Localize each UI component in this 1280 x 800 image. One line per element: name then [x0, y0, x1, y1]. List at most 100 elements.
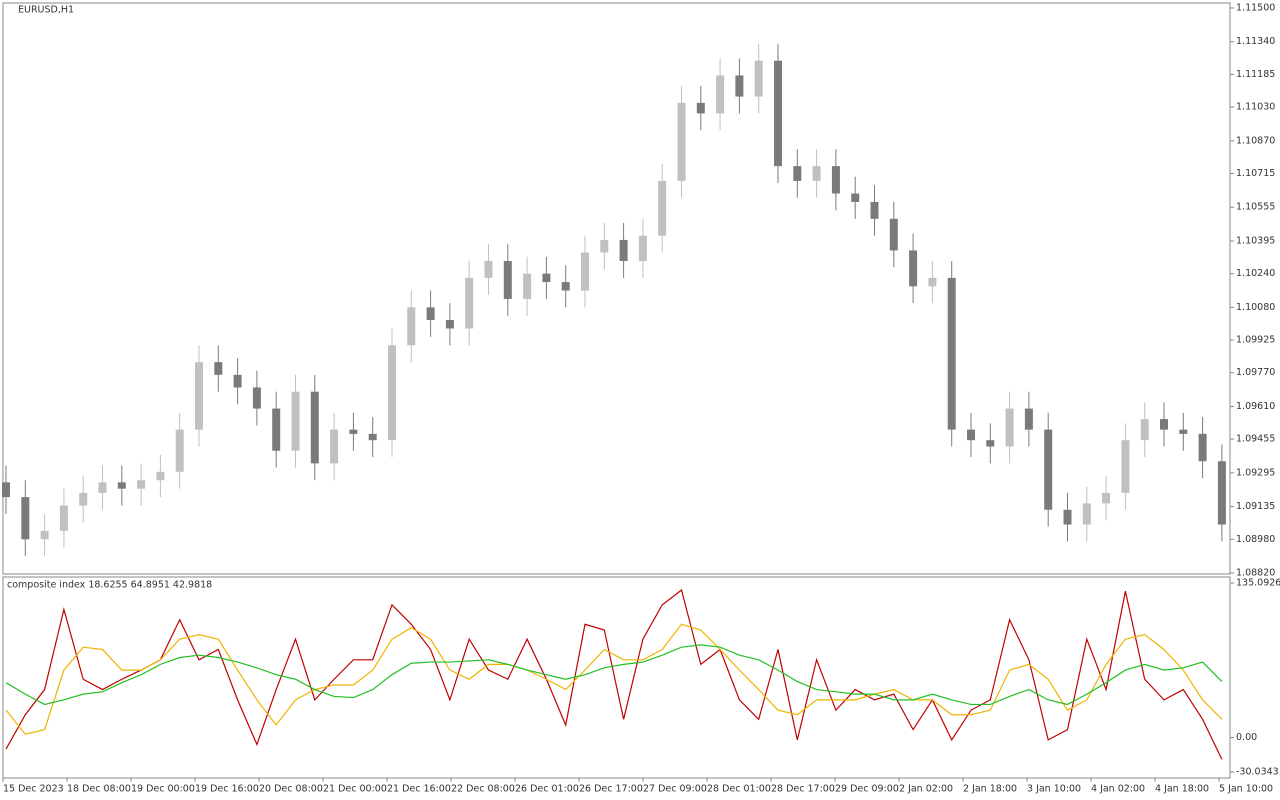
indicator-line: [5, 644, 1223, 706]
candle-body: [368, 433, 377, 441]
y-tick-label: 1.10240: [1236, 268, 1275, 279]
y-tick-label: 135.0926: [1236, 578, 1280, 589]
candle-body: [986, 440, 995, 447]
candle-body: [619, 239, 628, 261]
y-tick-label: 1.11340: [1236, 36, 1275, 47]
x-tick-label: 20 Dec 08:00: [259, 784, 323, 795]
candle-body: [677, 102, 686, 181]
candle-body: [658, 180, 667, 236]
candle-body: [909, 250, 918, 287]
candle-body: [581, 252, 589, 291]
indicator-pane: [2, 576, 1231, 779]
candle-body: [272, 408, 281, 451]
candle-body: [310, 391, 319, 464]
candle-body: [870, 201, 879, 219]
y-tick-label: 1.09770: [1236, 367, 1275, 378]
candle-body: [716, 75, 725, 114]
candle-body: [407, 307, 416, 346]
candle-body: [1160, 419, 1168, 430]
candle-body: [1005, 408, 1014, 447]
candle-body: [484, 260, 493, 278]
y-tick-label: 1.10715: [1236, 168, 1275, 179]
indicator-line: [5, 623, 1223, 735]
y-tick-label: 1.09925: [1236, 335, 1275, 346]
candle-body: [600, 239, 609, 253]
candle-body: [98, 482, 107, 493]
candle-body: [291, 391, 300, 451]
y-tick-label: 1.09610: [1236, 401, 1275, 412]
candle-body: [1024, 408, 1033, 430]
x-tick-label: 21 Dec 16:00: [387, 784, 451, 795]
candle-body: [696, 102, 705, 114]
x-tick-label: 26 Dec 01:00: [515, 784, 579, 795]
x-tick-label: 29 Dec 09:00: [835, 784, 899, 795]
candle-body: [928, 277, 937, 287]
candle-body: [195, 362, 203, 430]
candle-body: [388, 345, 396, 441]
x-tick-label: 4 Jan 18:00: [1155, 784, 1209, 795]
candle-body: [1217, 461, 1226, 525]
y-tick-label: 1.10555: [1236, 202, 1275, 213]
x-tick-label: 2 Jan 02:00: [899, 784, 953, 795]
candle-body: [735, 75, 744, 97]
candle-body: [330, 429, 339, 464]
candle-body: [233, 374, 242, 388]
x-tick-label: 26 Dec 17:00: [579, 784, 643, 795]
y-tick-label: 1.08820: [1236, 568, 1275, 579]
symbol-label: EURUSD,H1: [18, 5, 74, 16]
candle-body: [638, 235, 647, 261]
y-tick-label: -30.0343: [1236, 767, 1279, 778]
candle-body: [445, 320, 454, 329]
candle-body: [175, 429, 184, 472]
candle-body: [40, 530, 49, 540]
candle-body: [754, 60, 763, 97]
candle-body: [1198, 433, 1207, 462]
candle-body: [812, 166, 821, 181]
y-tick-label: 1.10080: [1236, 302, 1275, 313]
candle-body: [774, 60, 782, 167]
x-tick-label: 27 Dec 09:00: [643, 784, 707, 795]
candle-body: [426, 307, 435, 321]
price-pane: [2, 2, 1231, 575]
candle-body: [1179, 429, 1188, 434]
candle-body: [2, 482, 10, 498]
y-tick-label: 0.00: [1236, 732, 1257, 743]
candle-body: [1082, 503, 1091, 525]
candle-body: [21, 497, 30, 540]
candle-body: [137, 480, 146, 489]
y-tick-label: 1.10395: [1236, 235, 1275, 246]
candle-body: [1121, 440, 1130, 493]
candle-body: [503, 260, 512, 299]
y-tick-label: 1.11030: [1236, 102, 1275, 113]
candle-body: [1102, 492, 1111, 504]
y-tick-label: 1.09295: [1236, 467, 1275, 478]
indicator-label: composite index 18.6255 64.8951 42.9818: [7, 580, 212, 591]
x-tick-label: 2 Jan 18:00: [963, 784, 1017, 795]
candle-body: [967, 429, 975, 441]
x-tick-label: 3 Jan 10:00: [1027, 784, 1081, 795]
candle-body: [947, 277, 956, 430]
y-tick-label: 1.09455: [1236, 434, 1275, 445]
candle-body: [252, 387, 261, 409]
candle-body: [889, 218, 898, 251]
x-tick-label: 5 Jan 10:00: [1219, 784, 1273, 795]
candle-body: [851, 193, 860, 202]
x-tick-label: 4 Jan 02:00: [1091, 784, 1145, 795]
x-tick-label: 28 Dec 01:00: [707, 784, 771, 795]
candle-body: [1044, 429, 1053, 510]
candle-body: [523, 273, 532, 299]
candle-body: [561, 282, 570, 291]
candle-body: [1140, 419, 1149, 441]
indicator-line: [5, 588, 1223, 760]
y-tick-label: 1.11185: [1236, 69, 1275, 80]
candle-body: [831, 166, 840, 194]
x-tick-label: 15 Dec 2023: [3, 784, 64, 795]
x-tick-label: 19 Dec 16:00: [195, 784, 259, 795]
candle-body: [156, 471, 165, 481]
candle-body: [542, 273, 551, 283]
x-tick-label: 19 Dec 00:00: [131, 784, 195, 795]
candle-body: [793, 166, 802, 181]
x-tick-label: 18 Dec 08:00: [67, 784, 131, 795]
candle-body: [117, 482, 126, 489]
y-tick-label: 1.09135: [1236, 501, 1275, 512]
